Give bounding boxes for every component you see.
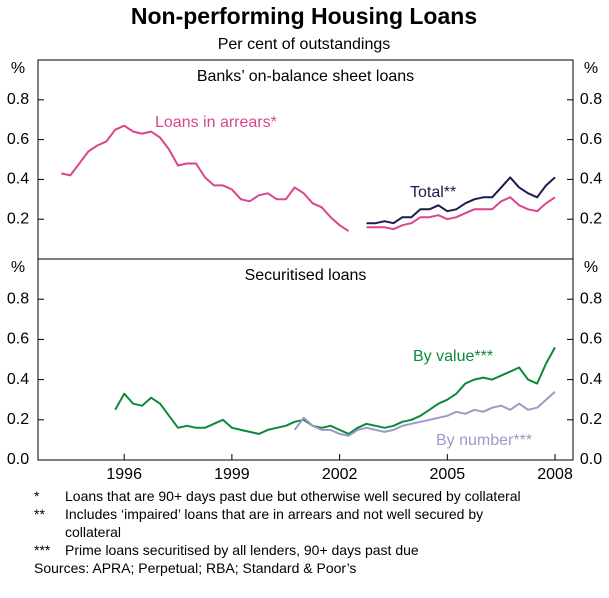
plot-frame [37, 59, 574, 260]
footnote: *** Prime loans securitised by all lender… [34, 541, 594, 559]
series-line [61, 124, 556, 232]
footnote-text: Loans that are 90+ days past due but oth… [65, 488, 521, 504]
y2-tick-label: 0.8 [580, 290, 602, 307]
footnotes: * Loans that are 90+ days past due but ot… [34, 487, 594, 577]
y-tick-label: 0.6 [7, 131, 29, 148]
y-unit: % [11, 259, 25, 276]
footnote: * Loans that are 90+ days past due but ot… [34, 487, 594, 505]
sources: Sources: APRA; Perpetual; RBA; Standard … [34, 560, 357, 576]
y2-tick-label: 0.2 [580, 210, 602, 227]
panel-title: Securitised loans [245, 267, 367, 284]
series-line [366, 176, 556, 225]
chart-subtitle: Per cent of outstandings [218, 36, 391, 53]
footnote-marker: ** [34, 506, 45, 522]
footnote-marker: * [34, 488, 40, 504]
plot-frame [37, 258, 574, 461]
x-tick-label: 1996 [106, 466, 142, 483]
x-tick-label: 1999 [214, 466, 250, 483]
y2-tick-label: 0.4 [580, 171, 602, 188]
chart: Non-performing Housing Loans Per cent of… [7, 3, 602, 483]
y-tick-label: 0.0 [7, 451, 29, 468]
y2-tick-label: 0.8 [580, 91, 602, 108]
y-tick-label: 0.4 [7, 371, 29, 388]
series-line [114, 346, 556, 435]
footnote-marker: *** [34, 542, 51, 558]
y-tick-label: 0.8 [7, 91, 29, 108]
y-unit: % [584, 259, 598, 276]
x-tick-label: 2008 [537, 466, 573, 483]
series-label: By number*** [436, 432, 532, 449]
y-unit: % [11, 60, 25, 77]
footnote-text: Prime loans securitised by all lenders, … [65, 542, 419, 558]
y-tick-label: 0.2 [7, 210, 29, 227]
series-label: Loans in arrears* [155, 114, 277, 131]
y2-tick-label: 0.4 [580, 371, 602, 388]
footnote: ** Includes ‘impaired’ loans that are in … [34, 505, 594, 541]
series-label: By value*** [413, 348, 493, 365]
chart-title: Non-performing Housing Loans [131, 3, 477, 29]
y2-tick-label: 0.0 [580, 451, 602, 468]
series-line [293, 390, 556, 437]
y2-tick-label: 0.6 [580, 131, 602, 148]
y-tick-label: 0.6 [7, 331, 29, 348]
y2-tick-label: 0.2 [580, 411, 602, 428]
y-tick-label: 0.4 [7, 171, 29, 188]
y-unit: % [584, 60, 598, 77]
panel-title: Banks’ on-balance sheet loans [197, 68, 414, 85]
x-tick-label: 2005 [430, 466, 466, 483]
y2-tick-label: 0.6 [580, 331, 602, 348]
y-tick-label: 0.8 [7, 290, 29, 307]
footnote-text: Includes ‘impaired’ loans that are in ar… [65, 506, 484, 540]
y-tick-label: 0.2 [7, 411, 29, 428]
x-tick-label: 2002 [322, 466, 358, 483]
series-label: Total** [410, 184, 456, 201]
